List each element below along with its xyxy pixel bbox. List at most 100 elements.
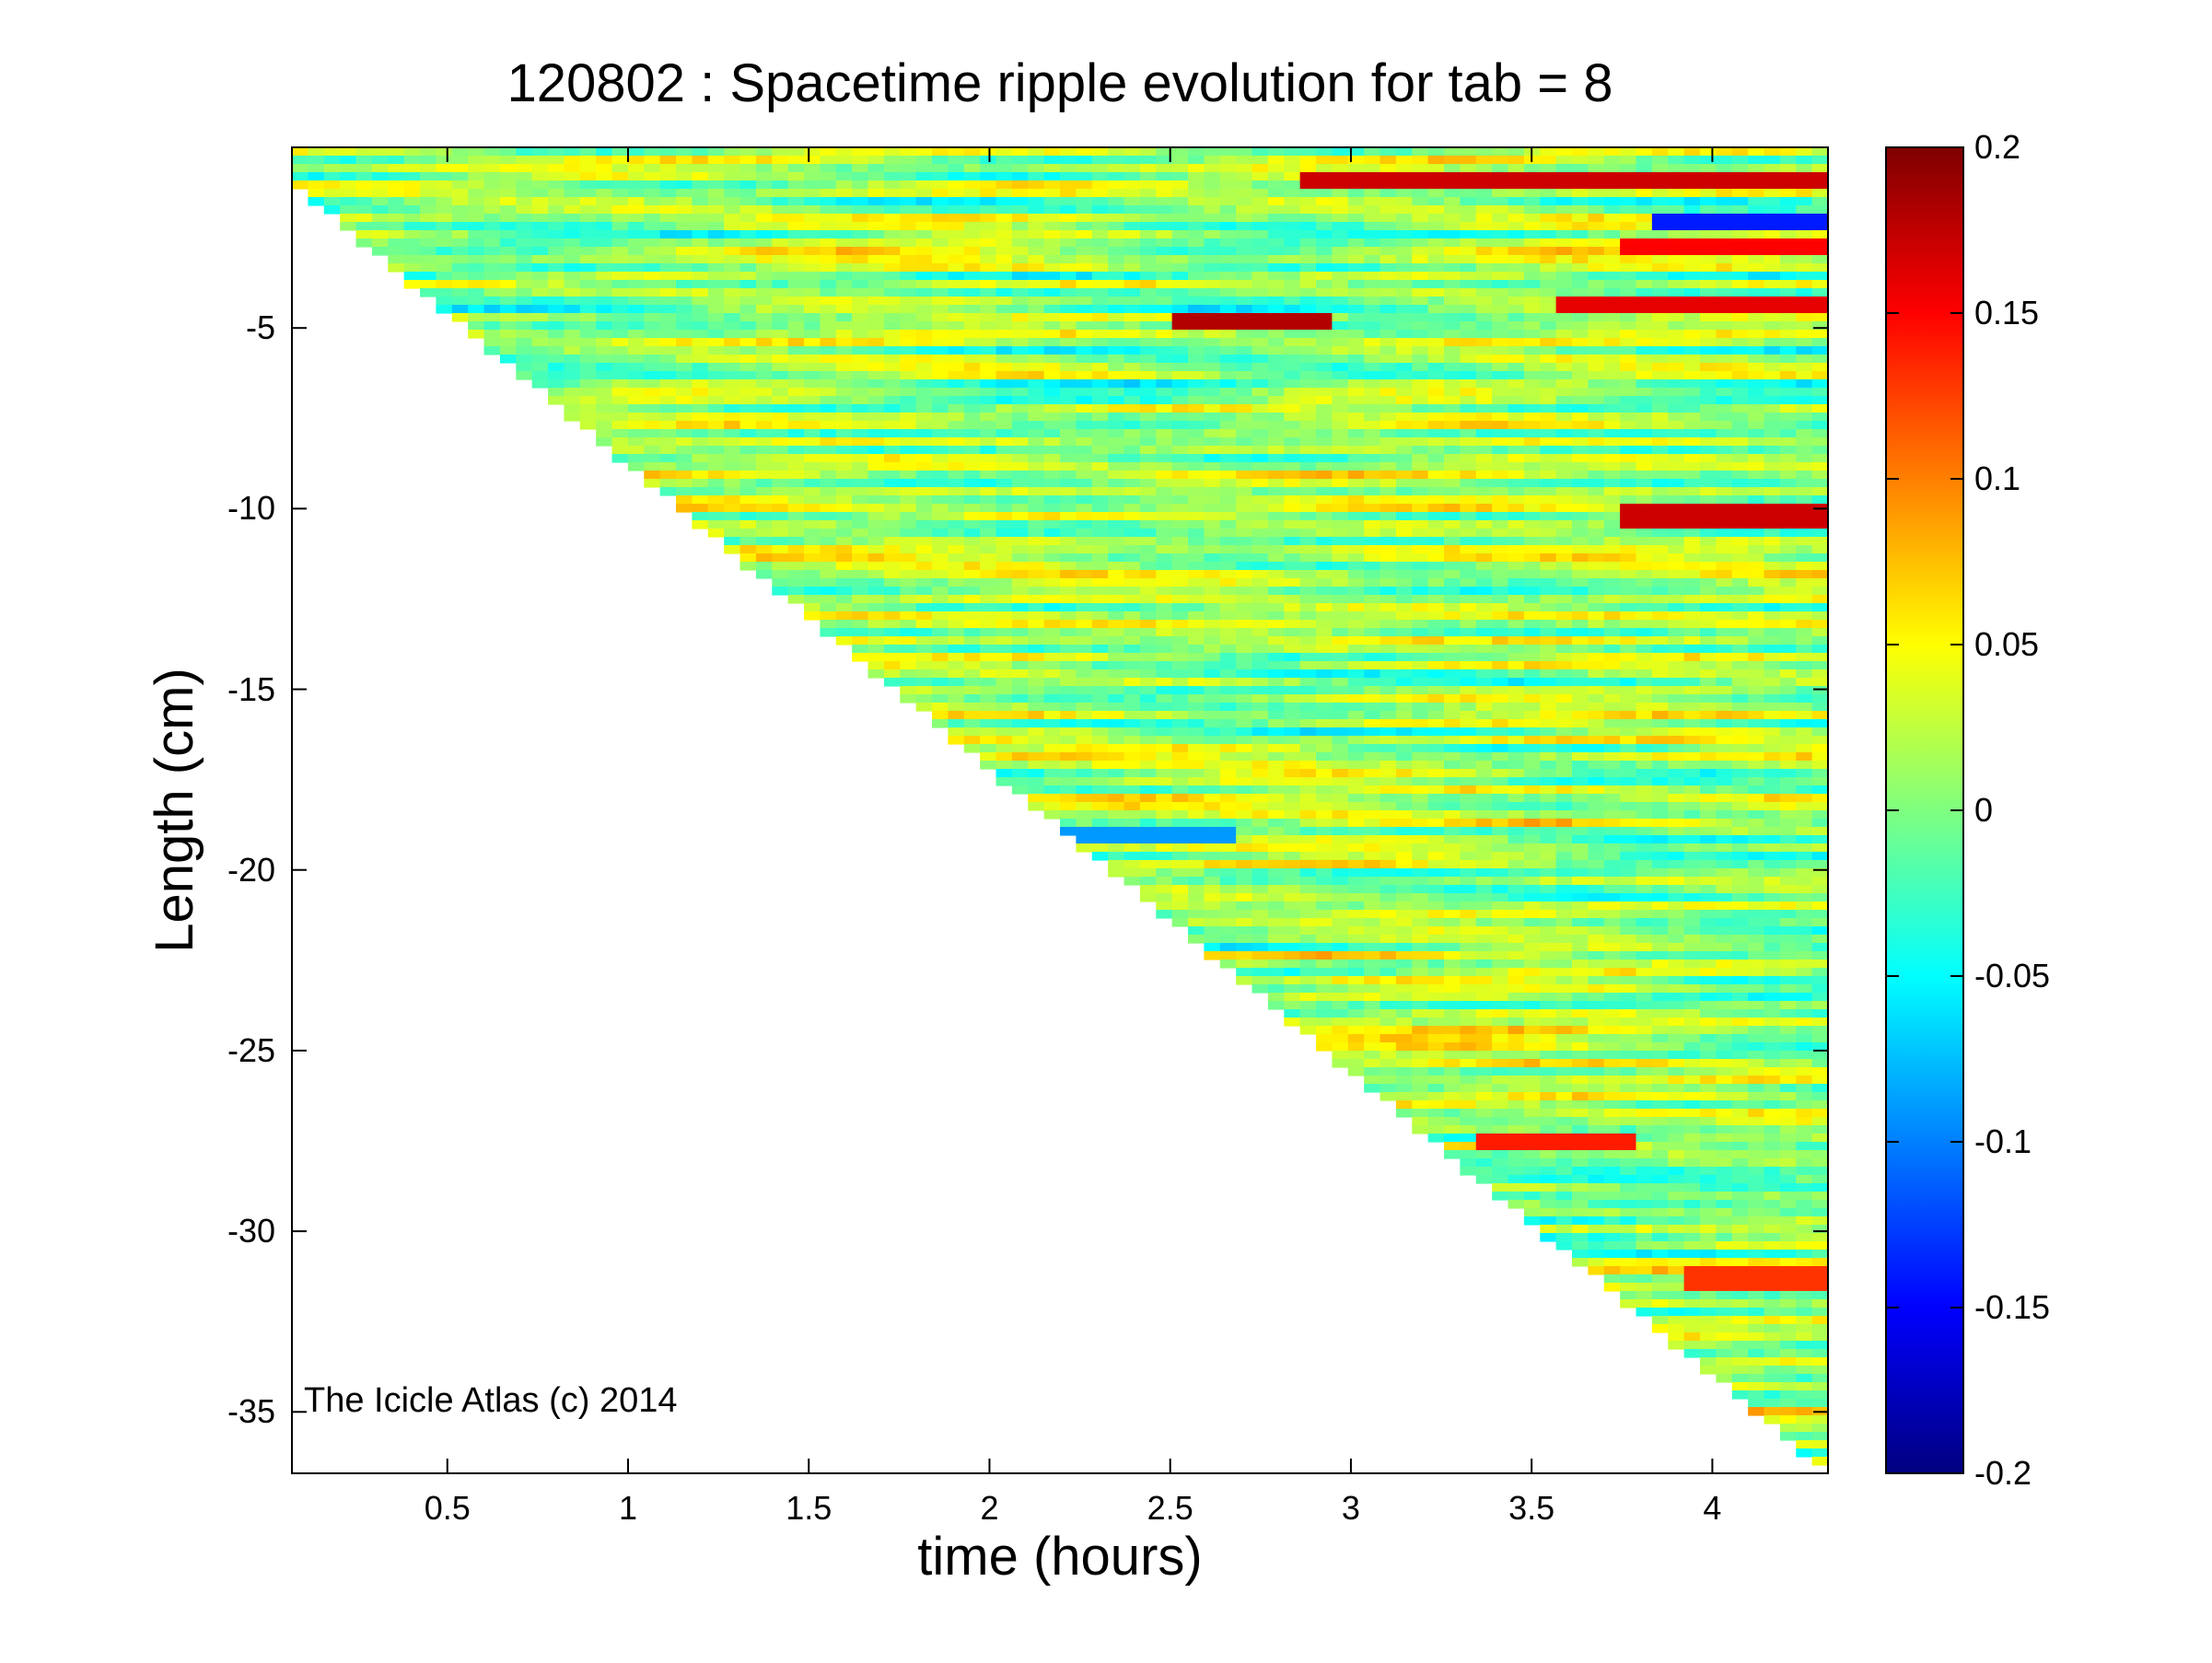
heatmap-cell [820, 578, 837, 587]
heatmap-cell [1332, 1042, 1349, 1052]
heatmap-cell [1364, 562, 1381, 571]
heatmap-cell [468, 272, 485, 281]
heatmap-cell [1204, 727, 1221, 737]
heatmap-cell [1444, 446, 1461, 455]
heatmap-cell [1395, 885, 1413, 894]
heatmap-cell [1060, 404, 1077, 413]
heatmap-cell [1028, 669, 1045, 679]
heatmap-cell [755, 230, 773, 239]
heatmap-cell [1347, 669, 1365, 679]
heatmap-cell [436, 305, 453, 314]
heatmap-cell [1364, 777, 1381, 786]
heatmap-cell [1011, 769, 1029, 778]
heatmap-cell [579, 180, 597, 190]
heatmap-cell [707, 346, 725, 355]
heatmap-cell [948, 222, 965, 231]
heatmap-cell [1060, 189, 1077, 198]
heatmap-cell [820, 363, 837, 372]
heatmap-cell [1380, 877, 1397, 886]
heatmap-cell [1475, 1117, 1493, 1126]
heatmap-cell [1492, 827, 1509, 836]
heatmap-cell [1460, 1117, 1477, 1126]
heatmap-cell [787, 388, 805, 397]
heatmap-cell [676, 255, 693, 264]
heatmap-cell [1427, 379, 1445, 389]
heatmap-cell [1427, 877, 1445, 886]
heatmap-cell [883, 404, 901, 413]
heatmap-cell [1492, 421, 1509, 430]
heatmap-cell [1204, 719, 1221, 728]
heatmap-cell [963, 413, 981, 422]
heatmap-cell [1284, 495, 1301, 505]
heatmap-cell [852, 537, 869, 546]
heatmap-cell [867, 255, 885, 264]
heatmap-cell [1395, 678, 1413, 687]
heatmap-cell [516, 164, 533, 173]
heatmap-cell [1364, 769, 1381, 778]
heatmap-cell [1364, 843, 1381, 853]
heatmap-cell [1316, 197, 1333, 206]
heatmap-cell [1444, 487, 1461, 496]
heatmap-cell [1171, 835, 1189, 844]
heatmap-cell [1236, 272, 1253, 281]
heatmap-cell [1460, 545, 1477, 554]
heatmap-cell [1108, 214, 1125, 223]
heatmap-cell [948, 587, 965, 596]
heatmap-cell [1267, 429, 1285, 438]
heatmap-cell [1316, 628, 1333, 637]
heatmap-cell [1028, 156, 1045, 165]
heatmap-cell [707, 520, 725, 529]
heatmap-cell [1060, 305, 1077, 314]
heatmap-cell [1492, 379, 1509, 389]
heatmap-cell [1267, 893, 1285, 902]
heatmap-cell [1412, 968, 1429, 977]
heatmap-cell [1204, 247, 1221, 256]
heatmap-cell [1043, 611, 1061, 621]
heatmap-cell [1267, 611, 1285, 621]
heatmap-cell [1347, 396, 1365, 405]
heatmap-cell [1299, 396, 1317, 405]
heatmap-cell [1492, 504, 1509, 513]
heatmap-cell [611, 371, 629, 380]
heatmap-cell [1412, 595, 1429, 604]
heatmap-cell [852, 156, 869, 165]
heatmap-cell [1252, 512, 1269, 521]
heatmap-cell [852, 396, 869, 405]
heatmap-cell [739, 462, 757, 471]
heatmap-cell [755, 520, 773, 529]
heatmap-cell [739, 156, 757, 165]
heatmap-cell [1219, 769, 1237, 778]
heatmap-cell [739, 471, 757, 480]
heatmap-cell [596, 230, 613, 239]
heatmap-cell [1427, 570, 1445, 579]
heatmap-cell [835, 164, 853, 173]
heatmap-cell [659, 214, 677, 223]
heatmap-cell [1123, 147, 1141, 157]
heatmap-cell [820, 587, 837, 596]
heatmap-cell [1267, 197, 1285, 206]
heatmap-cell [980, 197, 997, 206]
heatmap-cell [1267, 471, 1285, 480]
heatmap-cell [804, 512, 821, 521]
heatmap-cell [1347, 827, 1365, 836]
heatmap-cell [1156, 288, 1173, 297]
heatmap-cell [308, 172, 325, 181]
heatmap-cell [1156, 454, 1173, 463]
heatmap-cell [1139, 429, 1157, 438]
heatmap-cell [1444, 819, 1461, 828]
heatmap-cell [1460, 653, 1477, 662]
heatmap-cell [820, 446, 837, 455]
heatmap-cell [1123, 471, 1141, 480]
heatmap-cell [676, 197, 693, 206]
heatmap-cell [1219, 147, 1237, 157]
heatmap-cell [995, 711, 1013, 720]
heatmap-cell [1284, 711, 1301, 720]
heatmap-cell [1460, 512, 1477, 521]
heatmap-cell [1188, 180, 1205, 190]
heatmap-cell [564, 396, 581, 405]
heatmap-cell [755, 437, 773, 447]
heatmap-cell [1364, 305, 1381, 314]
heatmap-cell [1284, 280, 1301, 289]
heatmap-cell [1204, 446, 1221, 455]
heatmap-cell [739, 180, 757, 190]
